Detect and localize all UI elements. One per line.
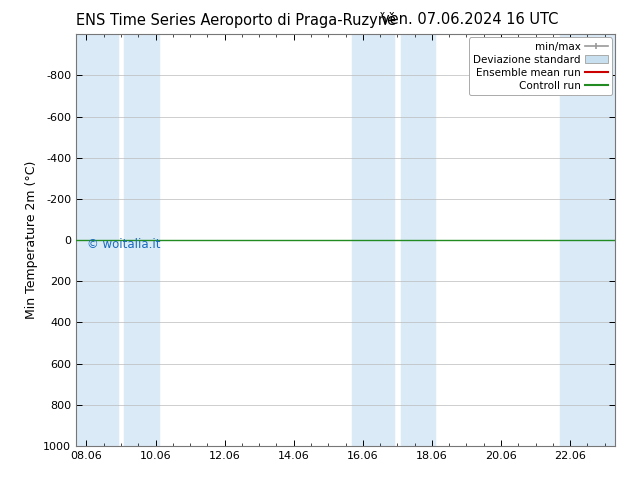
Bar — [401, 34, 436, 446]
Legend: min/max, Deviazione standard, Ensemble mean run, Controll run: min/max, Deviazione standard, Ensemble m… — [469, 37, 612, 95]
Text: ENS Time Series Aeroporto di Praga-Ruzyňě: ENS Time Series Aeroporto di Praga-Ruzyň… — [76, 12, 396, 28]
Bar — [124, 34, 159, 446]
Text: © woitalia.it: © woitalia.it — [87, 238, 160, 251]
Bar — [353, 34, 394, 446]
Bar — [560, 34, 615, 446]
Text: ven. 07.06.2024 16 UTC: ven. 07.06.2024 16 UTC — [380, 12, 558, 27]
Bar — [76, 34, 117, 446]
Y-axis label: Min Temperature 2m (°C): Min Temperature 2m (°C) — [25, 161, 37, 319]
